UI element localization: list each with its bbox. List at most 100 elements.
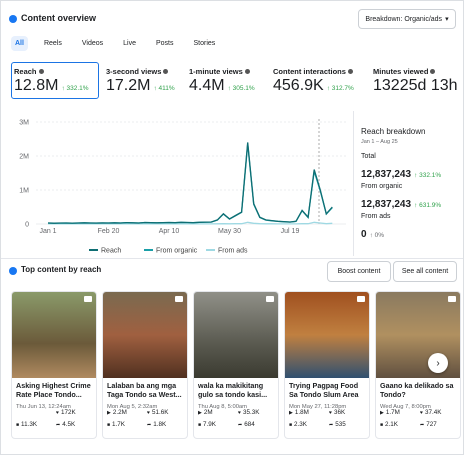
metric-number: 13225d 13h	[373, 77, 458, 94]
metric-label: 1-minute views	[189, 67, 250, 76]
stat-reactions: 172K	[56, 409, 76, 416]
stat-shares: 1.8K	[147, 421, 166, 428]
metric-change: 312.7%	[327, 85, 354, 92]
section-title: Top content by reach	[21, 265, 102, 274]
breakdown-button[interactable]: Breakdown: Organic/ads ▾	[358, 9, 456, 29]
y-tick-label: 2M	[19, 154, 29, 161]
video-icon	[175, 296, 183, 302]
selected-metric-box	[11, 62, 99, 99]
card-date: Wed Aug 7, 8:00pm	[380, 404, 431, 410]
legend-label: From ads	[218, 248, 248, 255]
video-icon	[266, 296, 274, 302]
breakdown-change: 0%	[370, 232, 384, 239]
stat-views: 2M	[198, 409, 213, 416]
card-title: Asking Highest Crime Rate Place Tondo...	[16, 381, 91, 399]
metric-change: 305.1%	[228, 85, 255, 92]
breakdown-title: Reach breakdown	[361, 127, 426, 136]
card-title: Gaano ka delikado sa Tondo?	[380, 381, 454, 399]
thumbnail	[12, 292, 96, 378]
metric-number: 4.4M	[189, 77, 225, 94]
stat-comments: 2.1K	[380, 421, 398, 428]
x-tick-label: Feb 20	[98, 228, 120, 235]
stat-reactions: 51.6K	[147, 409, 168, 416]
x-tick-label: Jul 19	[281, 228, 300, 235]
card-date: Mon Aug 5, 2:32am	[107, 404, 158, 410]
stat-reactions: 36K	[329, 409, 345, 416]
breakdown-label: Breakdown: Organic/ads	[365, 15, 443, 23]
breakdown-range: Jan 1 – Aug 25	[361, 139, 398, 145]
tab[interactable]: Reels	[43, 40, 62, 47]
metric-change: 332.1%	[61, 85, 88, 92]
tab[interactable]: Stories	[193, 40, 216, 47]
divider	[353, 111, 354, 256]
x-tick-label: Jan 1	[39, 228, 56, 235]
metric-value: 12.8M332.1%	[14, 77, 89, 95]
stat-reactions: 37.4K	[420, 409, 441, 416]
metric-label: Reach	[14, 67, 44, 76]
stat-shares: 684	[238, 421, 255, 428]
metric-number: 456.9K	[273, 77, 324, 94]
tab[interactable]: Posts	[155, 40, 174, 47]
stat-views: 1.7M	[380, 409, 400, 416]
metric-label: Content interactions	[273, 67, 353, 76]
stat-comments: 2.3K	[289, 421, 307, 428]
tab[interactable]: All	[11, 36, 28, 51]
tabs: All Reels Videos Live Posts Stories	[11, 36, 219, 51]
video-icon	[84, 296, 92, 302]
metric-number: 12.8M	[14, 77, 59, 94]
next-arrow[interactable]: ›	[428, 353, 448, 373]
breakdown-number: 0	[361, 229, 367, 240]
breakdown-label: From organic	[361, 183, 403, 190]
card-title: Trying Pagpag Food Sa Tondo Slum Area	[289, 381, 359, 399]
stat-shares: 535	[329, 421, 346, 428]
card-date: Thu Jun 13, 12:24am	[16, 404, 71, 410]
breakdown-change: 332.1%	[414, 172, 441, 179]
card-date: Mon May 27, 11:28pm	[289, 404, 347, 410]
legend-label: From organic	[156, 248, 198, 255]
breakdown-value: 12,837,243631.9%	[361, 194, 441, 212]
series-line	[47, 142, 333, 224]
stat-views: 1.8M	[289, 409, 309, 416]
divider	[1, 258, 463, 259]
series-line	[48, 221, 333, 225]
metric-label: Minutes viewed	[373, 67, 435, 76]
stat-views: 2.2M	[107, 409, 127, 416]
thumbnail	[103, 292, 187, 378]
stat-comments: 7.9K	[198, 421, 216, 428]
card-title: wala ka makikitang gulo sa tondo kasi...	[198, 381, 268, 399]
stat-shares: 727	[420, 421, 437, 428]
metric-change: 411%	[153, 85, 174, 92]
tab[interactable]: Live	[123, 40, 136, 47]
y-tick-label: 3M	[19, 120, 29, 127]
content-card[interactable]: Gaano ka delikado sa Tondo? Wed Aug 7, 8:…	[375, 291, 461, 439]
content-card[interactable]: wala ka makikitang gulo sa tondo kasi...…	[193, 291, 279, 439]
metric-label: 3-second views	[106, 67, 168, 76]
breakdown-value: 12,837,243332.1%	[361, 164, 441, 182]
card-title: Lalaban ba ang mga Taga Tondo sa West...	[107, 381, 182, 399]
see-all-button[interactable]: See all content	[393, 261, 457, 282]
fb-icon	[9, 267, 17, 275]
content-card[interactable]: Asking Highest Crime Rate Place Tondo...…	[11, 291, 97, 439]
boost-button[interactable]: Boost content	[327, 261, 391, 282]
metric-value: 13225d 13h	[373, 77, 458, 95]
breakdown-change: 631.9%	[414, 202, 441, 209]
metric-number: 17.2M	[106, 77, 151, 94]
breakdown-label: From ads	[361, 213, 391, 220]
y-tick-label: 1M	[19, 188, 29, 195]
content-card[interactable]: Trying Pagpag Food Sa Tondo Slum Area Mon…	[284, 291, 370, 439]
video-icon	[357, 296, 365, 302]
card-date: Thu Aug 8, 5:00am	[198, 404, 247, 410]
metric-value: 4.4M305.1%	[189, 77, 255, 95]
content-card[interactable]: Lalaban ba ang mga Taga Tondo sa West...…	[102, 291, 188, 439]
stat-comments: 1.7K	[107, 421, 125, 428]
x-tick-label: May 30	[218, 228, 241, 235]
breakdown-number: 12,837,243	[361, 199, 412, 210]
chart: 0 1M 2M 3M Jan 1 Feb 20 Apr 10 May 30 Jul 19 From…	[19, 119, 346, 255]
video-icon	[448, 296, 456, 302]
tab[interactable]: Videos	[81, 40, 104, 47]
stat-reactions: 35.3K	[238, 409, 259, 416]
title: Content overview	[21, 13, 97, 23]
stat-comments: 11.3K	[16, 421, 37, 428]
metric-value: 17.2M411%	[106, 77, 175, 95]
